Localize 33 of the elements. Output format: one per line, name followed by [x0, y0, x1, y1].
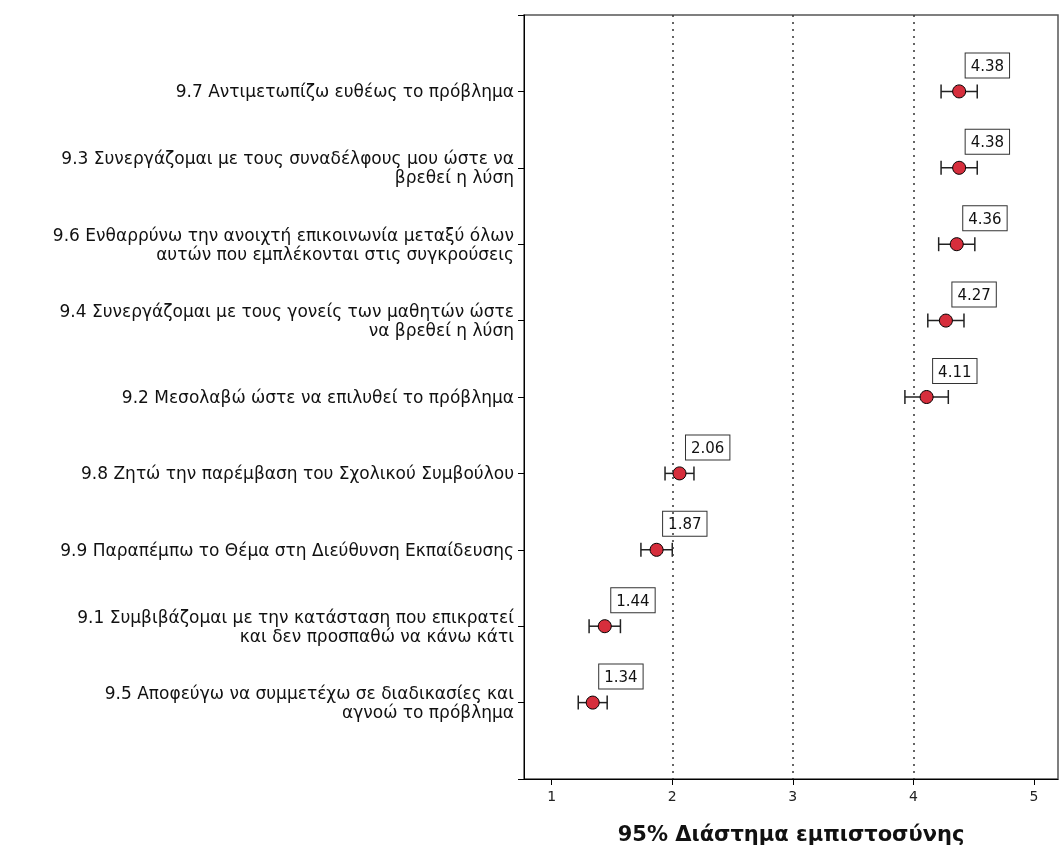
point [938, 313, 953, 328]
point [919, 390, 934, 404]
x-tick-label: 4 [908, 788, 918, 804]
data-label: 4.36 [968, 209, 1002, 228]
y-tick-label: 9.2 Μεσολαβώ ώστε να επιλυθεί το πρόβλημα [121, 387, 514, 407]
x-axis-title: 95% Διάστημα εμπιστοσύνης [617, 821, 965, 846]
y-tick-label: 9.1 Συμβιβάζομαι με την κατάσταση που επικρατεί και δεν προσπαθώ να κάνω κάτι [77, 606, 515, 646]
data-label: 1.87 [668, 515, 702, 534]
y-tick-label: 9.9 Παραπέμπω το Θέμα στη Διεύθυνση Εκπαίδευσης [60, 539, 514, 560]
data-label: 4.38 [970, 133, 1005, 152]
y-tick-label: 9.6 Ενθαρρύνω την ανοιχτή επικοινωνία μεταξύ όλων αυτών που εμπλέκονται στις συγκρούσεις [52, 224, 514, 264]
point [952, 160, 967, 175]
point [949, 237, 964, 252]
x-tick-label: 3 [788, 788, 798, 804]
point [597, 619, 612, 634]
data-label: 1.44 [616, 591, 650, 610]
data-label: 4.38 [970, 56, 1005, 75]
data-label: 4.27 [957, 286, 991, 305]
x-tick-label: 1 [547, 788, 557, 804]
y-tick-label: 9.4 Συνεργάζομαι με τους γονείς των μαθητών ώστε να βρεθεί η λύση [59, 301, 514, 341]
data-label: 2.06 [691, 438, 725, 457]
data-label: 1.34 [604, 668, 638, 687]
y-tick-label: 9.3 Συνεργάζομαι με τους συναδέλφους μου ώστε να βρεθεί η λύση [61, 148, 514, 188]
x-tick-label: 5 [1029, 788, 1039, 804]
x-tick-label: 2 [667, 788, 677, 804]
y-tick-label: 9.7 Αντιμετωπίζω ευθέως το πρόβλημα [175, 81, 514, 102]
data-label: 4.11 [938, 362, 972, 381]
y-tick-label: 9.8 Ζητώ την παρέμβαση του Σχολικού Συμβούλου [81, 463, 514, 484]
point [649, 542, 664, 557]
point [672, 466, 687, 481]
point [952, 84, 967, 99]
y-tick-label: 9.5 Αποφεύγω να συμμετέχω σε διαδικασίες και αγνοώ το πρόβλημα [104, 683, 515, 723]
point [585, 695, 600, 710]
